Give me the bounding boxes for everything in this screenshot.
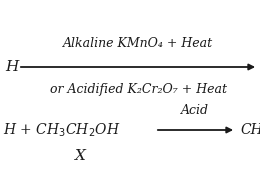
Text: Alkaline KMnO₄ + Heat: Alkaline KMnO₄ + Heat bbox=[63, 37, 213, 50]
Text: CH: CH bbox=[240, 123, 260, 137]
Text: X: X bbox=[75, 149, 86, 163]
Text: H + CH$_3$CH$_2$OH: H + CH$_3$CH$_2$OH bbox=[3, 121, 120, 139]
Text: H: H bbox=[5, 60, 18, 74]
Text: Acid: Acid bbox=[181, 104, 209, 117]
Text: or Acidified K₂Cr₂O₇ + Heat: or Acidified K₂Cr₂O₇ + Heat bbox=[49, 83, 226, 96]
